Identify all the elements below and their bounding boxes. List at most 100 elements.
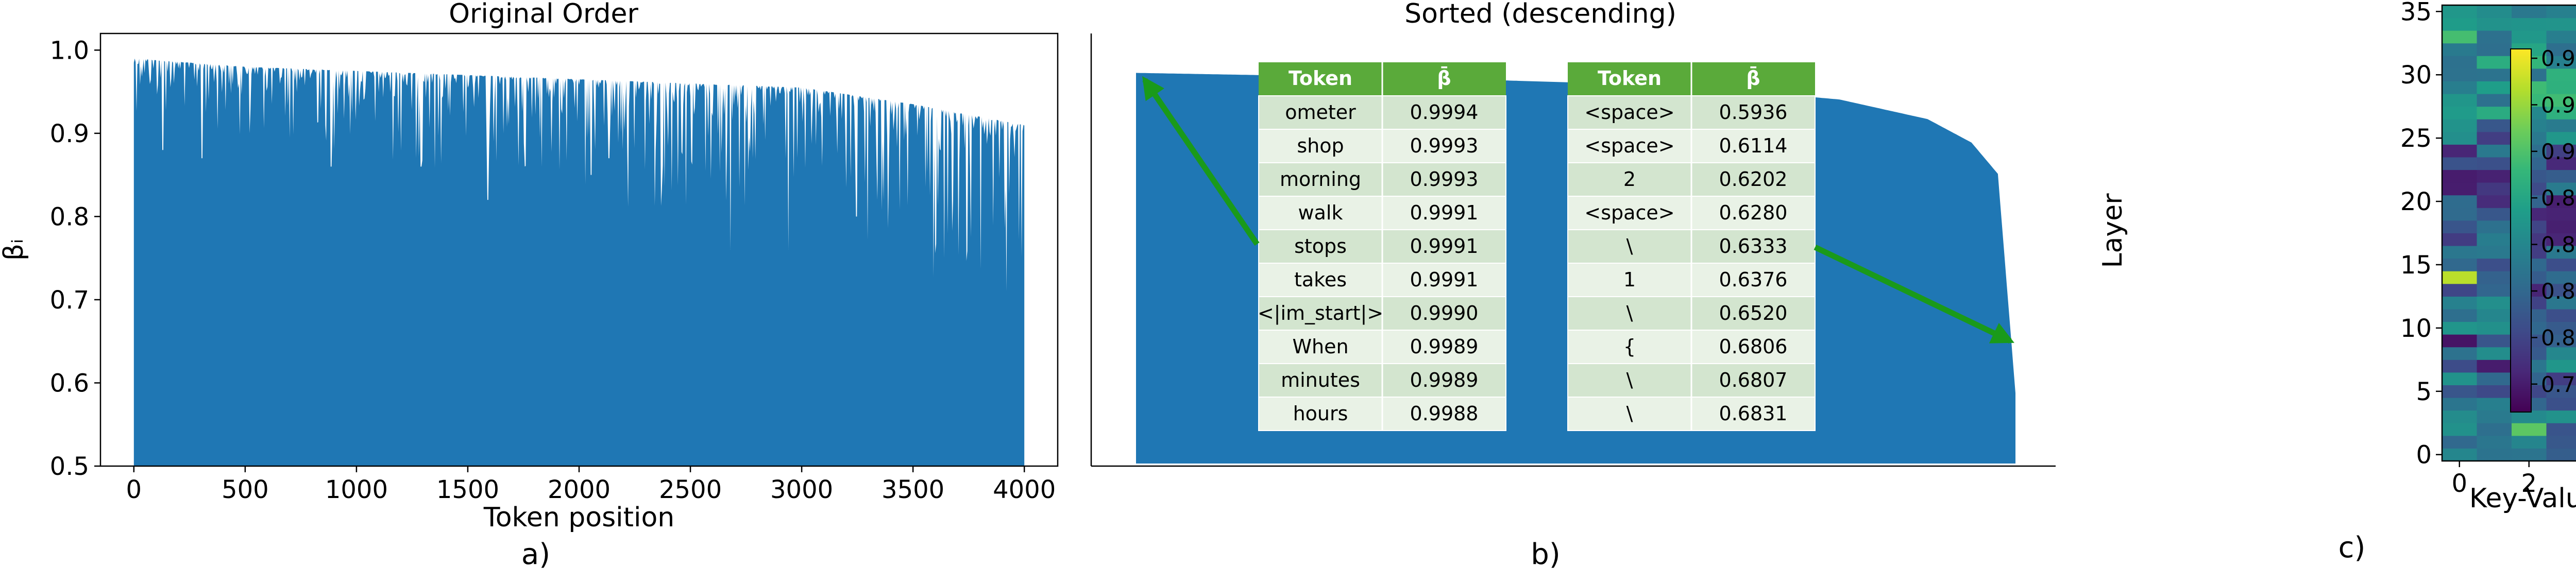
colorbar-tick-label: 0.925 bbox=[2541, 92, 2576, 117]
table-token-cell: When bbox=[1292, 335, 1348, 358]
table-value-cell: 0.6376 bbox=[1719, 268, 1788, 291]
panel-a-axes-frame bbox=[99, 32, 1059, 467]
panel-c-x-ticks: 0246 bbox=[2451, 461, 2537, 498]
heatmap-cell bbox=[2477, 398, 2512, 411]
heatmap-cell bbox=[2512, 423, 2547, 436]
table-value-cell: 0.6114 bbox=[1719, 134, 1788, 157]
heatmap-cell bbox=[2442, 195, 2477, 208]
panel-b-title: Sorted (descending) bbox=[1404, 0, 1676, 29]
heatmap-cell bbox=[2442, 68, 2477, 81]
heatmap-cell bbox=[2546, 30, 2576, 44]
heatmap-cell bbox=[2546, 258, 2576, 271]
panel-a-caption: a) bbox=[521, 538, 550, 571]
table-token-cell: <space> bbox=[1584, 134, 1674, 157]
panel-c-colorbar: 0.775 0.800 0.825 0.850 0.875 0.900 0.925 0.950 bbox=[2510, 46, 2576, 413]
heatmap-cell bbox=[2512, 435, 2547, 449]
heatmap-cell bbox=[2477, 5, 2512, 19]
table-token-cell: \ bbox=[1626, 302, 1633, 324]
heatmap-cell bbox=[2546, 5, 2576, 19]
table-value-cell: 0.9988 bbox=[1410, 402, 1479, 425]
heatmap-cell bbox=[2546, 372, 2576, 385]
heatmap-cell bbox=[2477, 258, 2512, 271]
panel-a-series-area bbox=[133, 58, 1025, 466]
table-value-cell: 0.5936 bbox=[1719, 101, 1788, 124]
heatmap-cell bbox=[2477, 43, 2512, 56]
heatmap-cell bbox=[2477, 334, 2512, 348]
heatmap-cell bbox=[2477, 246, 2512, 259]
table-token-cell: <|im_start|> bbox=[1258, 302, 1383, 325]
panel-a-x-tick-label: 3000 bbox=[770, 475, 833, 504]
table-value-cell: 0.9989 bbox=[1410, 335, 1479, 358]
panel-a-y-axis-label: βᵢ bbox=[0, 239, 29, 261]
heatmap-cell bbox=[2546, 94, 2576, 107]
heatmap-cell bbox=[2442, 334, 2477, 348]
heatmap-cell bbox=[2442, 246, 2477, 259]
panel-a-y-tick-label: 0.7 bbox=[50, 286, 89, 315]
heatmap-cell bbox=[2546, 296, 2576, 310]
panel-c-x-tick-label: 2 bbox=[2521, 469, 2537, 498]
heatmap-cell bbox=[2477, 220, 2512, 233]
panel-c-x-axis-label: Key-Value Head bbox=[2469, 483, 2576, 514]
heatmap-cell bbox=[2477, 195, 2512, 208]
heatmap-cell bbox=[2477, 169, 2512, 183]
panel-b-token-tables: Token β̄ ometer 0.9994 shop 0.9993 morning 0.99… bbox=[1258, 62, 1816, 431]
panel-a-y-tick-label: 1.0 bbox=[50, 36, 89, 65]
panel-a-x-tick-label: 2000 bbox=[548, 475, 611, 504]
table-value-cell: 0.9991 bbox=[1410, 235, 1479, 258]
table-value-cell: 0.6807 bbox=[1719, 369, 1788, 391]
colorbar-tick-label: 0.850 bbox=[2541, 232, 2576, 258]
heatmap-cell bbox=[2442, 258, 2477, 271]
table-token-cell: stops bbox=[1294, 235, 1347, 258]
table-header-cell: Token bbox=[1598, 67, 1662, 90]
table-token-cell: { bbox=[1623, 335, 1636, 358]
heatmap-cell bbox=[2442, 169, 2477, 183]
panel-c-y-tick-label: 20 bbox=[2400, 187, 2432, 216]
colorbar-tick-label: 0.875 bbox=[2541, 185, 2576, 211]
heatmap-cell bbox=[2477, 385, 2512, 398]
heatmap-cell bbox=[2442, 347, 2477, 360]
heatmap-cell bbox=[2477, 94, 2512, 107]
heatmap-cell bbox=[2546, 448, 2576, 461]
heatmap-cell bbox=[2442, 233, 2477, 246]
panel-a-y-tick-label: 0.5 bbox=[50, 452, 89, 481]
panel-a-x-tick-label: 3500 bbox=[882, 475, 944, 504]
heatmap-cell bbox=[2546, 81, 2576, 94]
table-value-cell: 0.6280 bbox=[1719, 201, 1788, 224]
table-token-cell: \ bbox=[1626, 402, 1633, 425]
heatmap-cell bbox=[2546, 398, 2576, 411]
heatmap-cell bbox=[2546, 157, 2576, 170]
colorbar-tick-label: 0.775 bbox=[2541, 372, 2576, 397]
heatmap-cell bbox=[2546, 208, 2576, 221]
table-token-cell: hours bbox=[1293, 402, 1348, 425]
heatmap-cell bbox=[2477, 56, 2512, 69]
heatmap-cell bbox=[2442, 43, 2477, 56]
heatmap-cell bbox=[2546, 68, 2576, 81]
heatmap-cell bbox=[2546, 182, 2576, 196]
panel-c-axes-frame bbox=[2441, 4, 2576, 462]
heatmap-cell bbox=[2442, 309, 2477, 322]
heatmap-cell bbox=[2512, 448, 2547, 461]
heatmap-cell bbox=[2477, 81, 2512, 94]
panel-c-caption: c) bbox=[2338, 531, 2366, 564]
table-token-cell: shop bbox=[1297, 134, 1344, 157]
heatmap-cell bbox=[2477, 347, 2512, 360]
heatmap-cell bbox=[2442, 372, 2477, 385]
heatmap-cell bbox=[2442, 5, 2477, 19]
panel-a-x-tick-label: 4000 bbox=[993, 475, 1056, 504]
table-value-cell: 0.9991 bbox=[1410, 268, 1479, 291]
heatmap-cell bbox=[2546, 423, 2576, 436]
table-value-cell: 0.6520 bbox=[1719, 302, 1788, 324]
table-token-cell: takes bbox=[1294, 268, 1347, 291]
heatmap-cell bbox=[2512, 30, 2547, 44]
heatmap-cell bbox=[2477, 30, 2512, 44]
panel-a-y-tick-label: 0.8 bbox=[50, 202, 89, 231]
table-header-cell: Token bbox=[1289, 67, 1352, 90]
heatmap-cell bbox=[2477, 410, 2512, 423]
panel-c-y-tick-label: 15 bbox=[2400, 251, 2432, 280]
panel-b-sorted: Sorted (descending) Token β̄ ometer 0.9994 s… bbox=[1090, 0, 2056, 571]
heatmap-cell bbox=[2512, 18, 2547, 31]
heatmap-cell bbox=[2546, 246, 2576, 259]
table-value-cell: 0.9991 bbox=[1410, 201, 1479, 224]
panel-c-y-tick-label: 5 bbox=[2416, 378, 2432, 406]
panel-a-x-tick-label: 1500 bbox=[436, 475, 499, 504]
